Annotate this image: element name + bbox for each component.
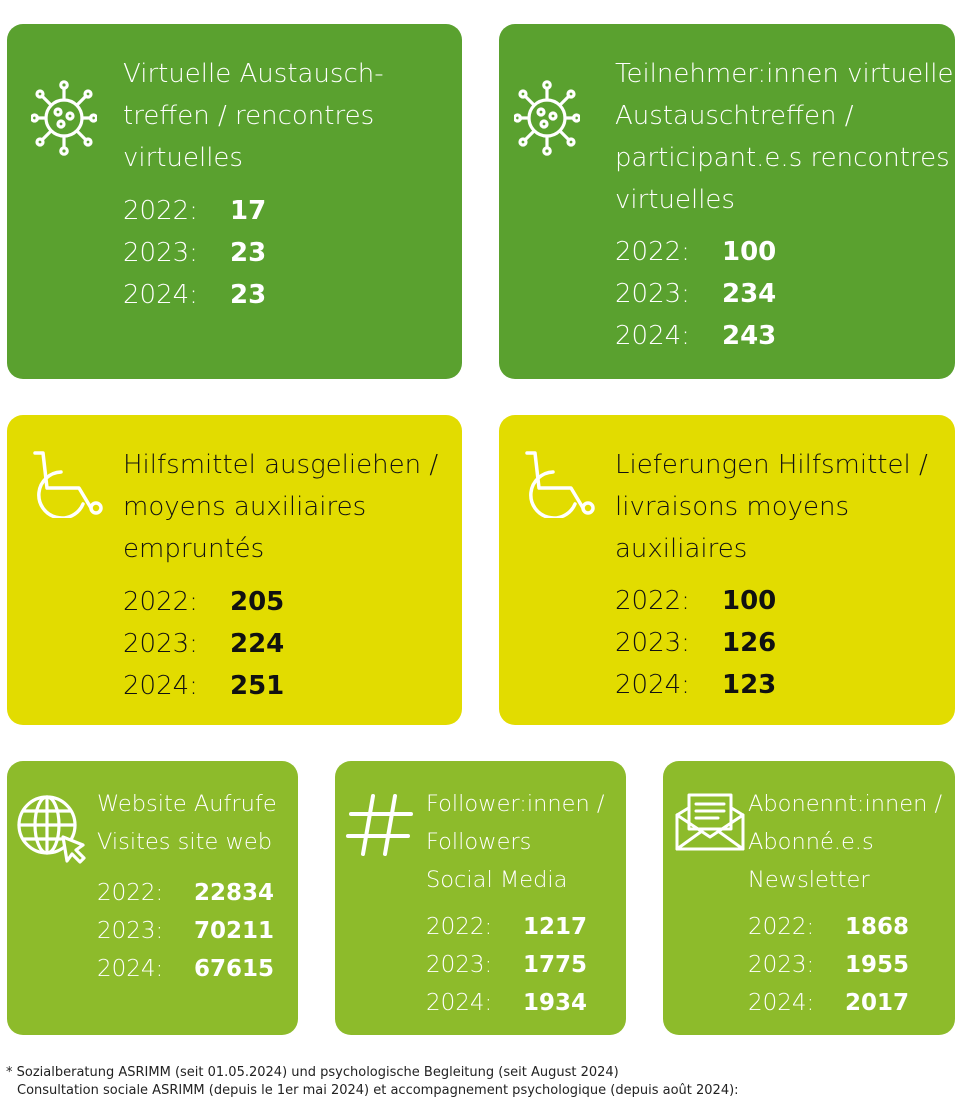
footnote-line: Consultation sociale ASRIMM (depuis le 1… bbox=[17, 1083, 739, 1098]
stat-value: 224 bbox=[230, 629, 285, 659]
stats-list: 2022: 100 2023: 126 2024: 123 bbox=[615, 580, 776, 706]
stat-value: 123 bbox=[722, 670, 777, 700]
stat-row: 2022: 100 bbox=[615, 231, 776, 273]
card-newsletter-subscribers: Abonennt:innen / Abonné.e.s Newsletter 2… bbox=[663, 761, 955, 1035]
stat-row: 2022: 100 bbox=[615, 580, 776, 622]
wheelchair-icon bbox=[33, 451, 103, 518]
virus-icon bbox=[514, 80, 580, 156]
stat-value: 126 bbox=[722, 628, 777, 658]
year-label: 2022: bbox=[615, 237, 690, 267]
year-label: 2023: bbox=[123, 629, 198, 659]
year-label: 2022: bbox=[97, 880, 164, 906]
stat-row: 2023: 1775 bbox=[426, 946, 587, 984]
stat-row: 2023: 1955 bbox=[748, 946, 909, 984]
year-label: 2024: bbox=[615, 670, 690, 700]
stats-list: 2022: 22834 2023: 70211 2024: 67615 bbox=[97, 874, 274, 988]
year-label: 2024: bbox=[748, 990, 815, 1016]
stat-value: 251 bbox=[230, 671, 285, 701]
stat-value: 70211 bbox=[194, 918, 275, 944]
year-label: 2023: bbox=[123, 238, 198, 268]
card-title: Website Aufrufe Visites site web bbox=[97, 791, 277, 855]
stat-row: 2024: 243 bbox=[615, 315, 776, 357]
year-label: 2024: bbox=[123, 671, 198, 701]
hashtag-icon bbox=[346, 794, 413, 856]
card-social-followers: Follower:innen / Followers Social Media … bbox=[335, 761, 626, 1035]
year-label: 2023: bbox=[748, 952, 815, 978]
stat-row: 2022: 22834 bbox=[97, 874, 274, 912]
stat-row: 2022: 1217 bbox=[426, 908, 587, 946]
year-label: 2024: bbox=[615, 321, 690, 351]
stat-row: 2023: 234 bbox=[615, 273, 776, 315]
stat-row: 2024: 123 bbox=[615, 664, 776, 706]
footnote: * Sozialberatung ASRIMM (seit 01.05.2024… bbox=[6, 1064, 739, 1100]
stat-value: 22834 bbox=[194, 880, 275, 906]
stats-list: 2022: 205 2023: 224 2024: 251 bbox=[123, 581, 284, 707]
stat-row: 2022: 205 bbox=[123, 581, 284, 623]
stat-row: 2023: 126 bbox=[615, 622, 776, 664]
envelope-icon bbox=[675, 793, 745, 851]
year-label: 2023: bbox=[615, 628, 690, 658]
stats-list: 2022: 17 2023: 23 2024: 23 bbox=[123, 190, 266, 316]
year-label: 2024: bbox=[97, 956, 164, 982]
stat-row: 2024: 251 bbox=[123, 665, 284, 707]
stats-list: 2022: 1868 2023: 1955 2024: 2017 bbox=[748, 908, 909, 1022]
card-virtual-meetings: Virtuelle Austausch- treffen / rencontre… bbox=[7, 24, 462, 379]
stat-value: 23 bbox=[230, 280, 267, 310]
stat-value: 100 bbox=[722, 586, 777, 616]
virus-icon bbox=[31, 80, 97, 156]
stat-value: 67615 bbox=[194, 956, 275, 982]
year-label: 2022: bbox=[426, 914, 493, 940]
card-title: Virtuelle Austausch- treffen / rencontre… bbox=[123, 59, 384, 173]
stat-value: 23 bbox=[230, 238, 267, 268]
stat-value: 234 bbox=[722, 279, 777, 309]
stat-row: 2024: 1934 bbox=[426, 984, 587, 1022]
year-label: 2022: bbox=[123, 587, 198, 617]
stat-value: 243 bbox=[722, 321, 777, 351]
stat-value: 1955 bbox=[845, 952, 910, 978]
stat-value: 1217 bbox=[523, 914, 588, 940]
stats-list: 2022: 1217 2023: 1775 2024: 1934 bbox=[426, 908, 587, 1022]
card-title: Teilnehmer:innen virtuelle Austauschtref… bbox=[615, 59, 954, 215]
year-label: 2024: bbox=[123, 280, 198, 310]
card-aids-borrowed: Hilfsmittel ausgeliehen / moyens auxilia… bbox=[7, 415, 462, 725]
stat-value: 1934 bbox=[523, 990, 588, 1016]
card-website-visits: Website Aufrufe Visites site web 2022: 22… bbox=[7, 761, 298, 1035]
stat-value: 100 bbox=[722, 237, 777, 267]
stat-row: 2024: 67615 bbox=[97, 950, 274, 988]
stat-row: 2024: 2017 bbox=[748, 984, 909, 1022]
stat-value: 2017 bbox=[845, 990, 910, 1016]
year-label: 2022: bbox=[615, 586, 690, 616]
stat-row: 2024: 23 bbox=[123, 274, 266, 316]
card-title: Lieferungen Hilfsmittel / livraisons moy… bbox=[615, 450, 928, 564]
stat-value: 1775 bbox=[523, 952, 588, 978]
stat-row: 2022: 17 bbox=[123, 190, 266, 232]
card-aids-deliveries: Lieferungen Hilfsmittel / livraisons moy… bbox=[499, 415, 955, 725]
card-title: Abonennt:innen / Abonné.e.s Newsletter bbox=[748, 791, 943, 893]
stat-value: 17 bbox=[230, 196, 267, 226]
year-label: 2022: bbox=[123, 196, 198, 226]
card-title: Hilfsmittel ausgeliehen / moyens auxilia… bbox=[123, 450, 439, 564]
stat-row: 2023: 23 bbox=[123, 232, 266, 274]
stat-value: 1868 bbox=[845, 914, 910, 940]
year-label: 2022: bbox=[748, 914, 815, 940]
card-virtual-participants: Teilnehmer:innen virtuelle Austauschtref… bbox=[499, 24, 955, 379]
wheelchair-icon bbox=[525, 451, 595, 518]
stats-list: 2022: 100 2023: 234 2024: 243 bbox=[615, 231, 776, 357]
stat-row: 2023: 224 bbox=[123, 623, 284, 665]
year-label: 2023: bbox=[426, 952, 493, 978]
stat-value: 205 bbox=[230, 587, 285, 617]
footnote-line: * Sozialberatung ASRIMM (seit 01.05.2024… bbox=[6, 1065, 619, 1080]
stat-row: 2022: 1868 bbox=[748, 908, 909, 946]
year-label: 2023: bbox=[97, 918, 164, 944]
card-title: Follower:innen / Followers Social Media bbox=[426, 791, 605, 893]
year-label: 2024: bbox=[426, 990, 493, 1016]
globe-cursor-icon bbox=[17, 795, 86, 864]
stat-row: 2023: 70211 bbox=[97, 912, 274, 950]
year-label: 2023: bbox=[615, 279, 690, 309]
